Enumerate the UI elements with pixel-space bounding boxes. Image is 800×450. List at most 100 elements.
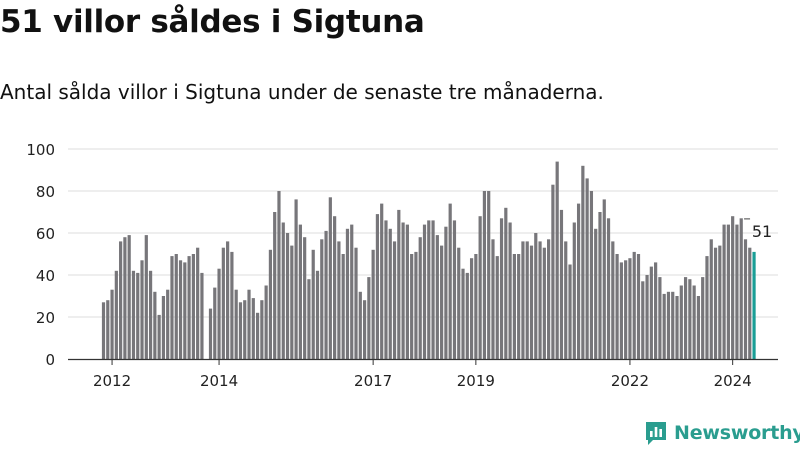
bar: [696, 296, 701, 359]
bar: [722, 224, 726, 359]
bar: [465, 272, 469, 359]
bar: [662, 293, 666, 359]
bar: [307, 279, 311, 359]
bar: [581, 165, 585, 359]
bar: [131, 270, 136, 359]
bar: [487, 191, 491, 359]
bar: [641, 281, 645, 359]
bar: [679, 285, 683, 359]
bar: [636, 254, 641, 359]
bar: [701, 277, 705, 359]
bar: [260, 300, 264, 359]
bar: [114, 270, 118, 359]
bar: [140, 260, 144, 359]
bar: [320, 239, 324, 359]
bar: [414, 251, 418, 359]
bar: [474, 254, 478, 359]
bar: [371, 249, 375, 359]
y-tick-label: 80: [36, 183, 55, 201]
bar: [281, 222, 285, 359]
bar: [598, 212, 602, 359]
bar: [200, 272, 204, 359]
bar: [187, 256, 191, 359]
bar: [521, 241, 525, 359]
bar: [529, 245, 534, 359]
bar: [619, 262, 623, 359]
bar: [564, 241, 568, 359]
bar: [161, 296, 166, 359]
bar: [106, 300, 110, 359]
bar: [217, 268, 221, 359]
bar: [410, 254, 414, 359]
x-tick-label: 2014: [200, 372, 238, 390]
bar: [174, 254, 178, 359]
bar: [512, 254, 516, 359]
bar: [243, 300, 247, 359]
x-tick-label: 2017: [354, 372, 392, 390]
bar: [452, 220, 457, 359]
bar: [559, 209, 564, 359]
bar: [422, 224, 427, 359]
bar: [350, 224, 354, 359]
x-tick-label: 2019: [457, 372, 495, 390]
bar: [311, 249, 315, 359]
bar: [324, 230, 328, 359]
bar: [457, 247, 461, 359]
bar: [196, 247, 200, 359]
bar: [375, 214, 380, 359]
bar: [166, 289, 170, 359]
bar: [628, 258, 632, 359]
chart-subtitle: Antal sålda villor i Sigtuna under de se…: [0, 80, 604, 104]
bar: [191, 254, 195, 359]
bar: [358, 291, 362, 359]
bar: [127, 235, 131, 359]
y-tick-label: 0: [45, 351, 55, 369]
bar: [427, 220, 431, 359]
bar: [469, 258, 474, 359]
bar: [170, 256, 174, 359]
bar: [367, 277, 371, 359]
bar-chart: 0 20 40 60 80 100 2012 2014 2017 2019 2022 2024 51: [26, 141, 778, 390]
bar: [354, 247, 358, 359]
bar: [748, 247, 752, 359]
bar: [238, 302, 243, 359]
bar: [547, 239, 551, 359]
bar: [388, 228, 392, 359]
bar-chart-logo-icon: [646, 422, 666, 445]
bar: [671, 291, 675, 359]
bar: [444, 226, 448, 359]
bar: [268, 249, 273, 359]
bar: [675, 296, 679, 359]
bar: [328, 197, 332, 359]
bar: [594, 228, 598, 359]
bar: [491, 239, 495, 359]
bar: [589, 191, 594, 359]
bar: [576, 203, 581, 359]
bar: [654, 262, 658, 359]
bar: [119, 241, 123, 359]
bar: [602, 199, 606, 359]
annotation-label: 51: [752, 222, 772, 241]
y-tick-label: 100: [26, 141, 55, 159]
chart-title: 51 villor såldes i Sigtuna: [0, 4, 425, 40]
y-tick-label: 60: [36, 225, 55, 243]
bar: [290, 245, 294, 359]
bar: [294, 199, 298, 359]
bar: [384, 220, 388, 359]
bar: [251, 298, 255, 359]
x-tick-label: 2022: [611, 372, 649, 390]
bar: [606, 218, 611, 359]
bar: [405, 224, 409, 359]
bar: [298, 224, 302, 359]
x-tick-label: 2012: [93, 372, 131, 390]
bar: [392, 241, 397, 359]
bar: [688, 279, 692, 359]
bar: [739, 218, 743, 359]
bar: [101, 302, 106, 359]
bar: [315, 270, 320, 359]
bar: [611, 241, 615, 359]
bar: [448, 203, 452, 359]
bar: [499, 218, 504, 359]
bar: [542, 247, 546, 359]
bar-highlight: [752, 251, 756, 359]
